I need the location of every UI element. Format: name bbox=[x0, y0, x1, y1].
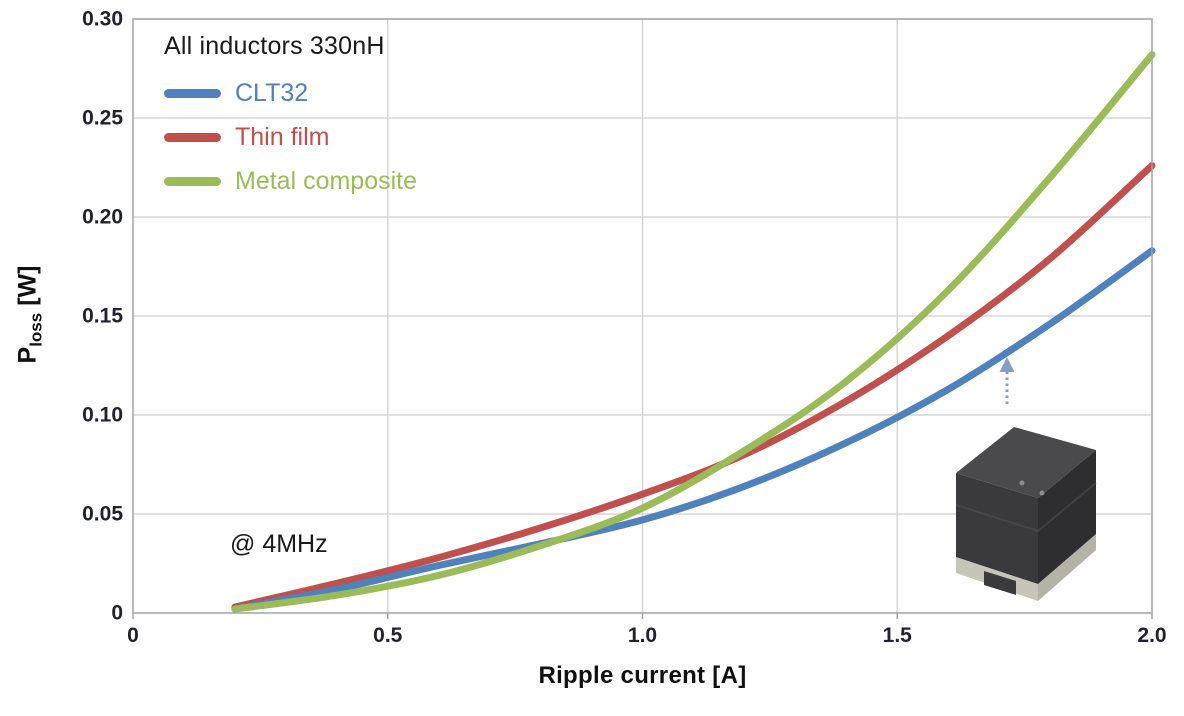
inductor-component-image bbox=[955, 427, 1097, 601]
legend-label: Thin film bbox=[235, 122, 330, 151]
series-curve-metal-composite bbox=[231, 51, 1156, 613]
x-tick-label: 2.0 bbox=[1137, 624, 1167, 647]
axis-tick-marks bbox=[132, 613, 1153, 619]
y-title-subscript: loss bbox=[26, 312, 46, 347]
inductor-highlight-dot bbox=[1019, 480, 1025, 486]
inductor-tier-edge bbox=[955, 482, 1097, 533]
x-axis-title: Ripple current [A] bbox=[538, 662, 747, 689]
y-tick-label: 0.05 bbox=[82, 502, 123, 526]
legend-item: Thin film bbox=[164, 115, 417, 159]
legend-title: All inductors 330nH bbox=[164, 32, 385, 60]
y-tick-label: 0.25 bbox=[82, 106, 123, 130]
series-curve-clt32 bbox=[231, 247, 1156, 613]
y-axis-title: Ploss [W] bbox=[14, 165, 47, 465]
gridlines bbox=[133, 18, 1152, 613]
legend: All inductors 330nH CLT32 Thin film Metal … bbox=[164, 32, 417, 203]
inductor-top-face bbox=[956, 427, 1096, 498]
legend-line-swatch bbox=[164, 132, 221, 142]
y-tick-label: 0.20 bbox=[82, 205, 123, 229]
pointer-arrow bbox=[999, 357, 1015, 404]
x-tick-label: 0.5 bbox=[373, 624, 403, 647]
legend-label: Metal composite bbox=[235, 166, 418, 195]
legend-line-swatch bbox=[164, 176, 221, 186]
legend-label: CLT32 bbox=[235, 78, 309, 107]
x-tick-label: 0 bbox=[127, 624, 139, 647]
inductor-right-face bbox=[1038, 450, 1096, 584]
y-tick-label: 0.15 bbox=[82, 304, 123, 328]
pointer-arrow-head bbox=[999, 357, 1015, 372]
y-title-unit: [W] bbox=[13, 265, 42, 306]
inductor-base-right bbox=[1038, 534, 1096, 601]
inductor-front-face bbox=[956, 473, 1038, 584]
legend-line-swatch bbox=[164, 88, 221, 98]
frequency-annotation: @ 4MHz bbox=[230, 530, 328, 558]
inductor-terminal-notch bbox=[984, 571, 1016, 595]
y-tick-label: 0.10 bbox=[82, 403, 123, 427]
data-series-curves bbox=[231, 51, 1156, 613]
x-tick-label: 1.0 bbox=[627, 624, 658, 647]
legend-item: CLT32 bbox=[164, 71, 417, 115]
y-tick-label: 0.30 bbox=[82, 7, 123, 31]
legend-item: Metal composite bbox=[164, 159, 417, 203]
legend-items: CLT32 Thin film Metal composite bbox=[164, 71, 417, 203]
inductor-highlight-dot bbox=[1039, 490, 1045, 496]
y-title-main: P bbox=[13, 346, 42, 364]
y-tick-label: 0 bbox=[111, 601, 123, 625]
x-tick-label: 1.5 bbox=[882, 624, 912, 647]
